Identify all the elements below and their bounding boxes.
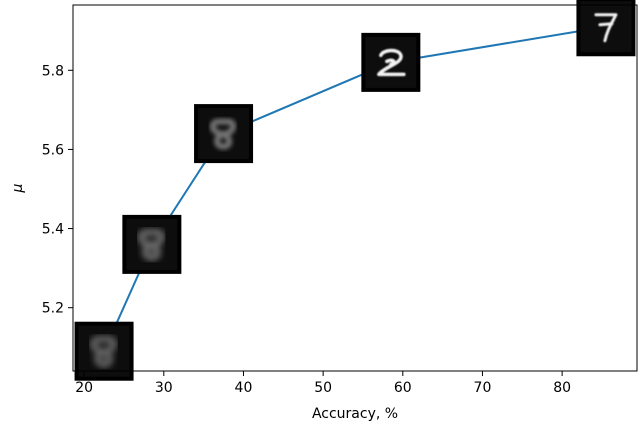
y-tick-label: 5.8 (42, 63, 64, 79)
data-layer (74, 0, 636, 381)
y-axis-label: μ (10, 183, 26, 193)
plot-frame (72, 4, 638, 372)
y-axis-ticks: 5.2 5.4 5.6 5.8 (42, 63, 73, 317)
y-tick-label: 5.4 (42, 222, 64, 238)
x-tick-label: 70 (474, 380, 492, 396)
x-tick-label: 20 (75, 380, 93, 396)
digit-thumbnail (194, 104, 254, 164)
digit-thumbnail (576, 0, 636, 57)
digit-thumbnail (122, 214, 182, 274)
y-tick-label: 5.2 (42, 301, 64, 317)
x-tick-label: 30 (155, 380, 173, 396)
plot-background (73, 5, 637, 371)
x-tick-label: 40 (235, 380, 253, 396)
x-axis-label: Accuracy, % (312, 406, 398, 422)
digit-thumbnail (361, 32, 421, 92)
plot-area (72, 0, 638, 381)
x-axis-ticks: 20 30 40 50 60 70 80 (75, 371, 571, 396)
digit-thumbnail (74, 321, 134, 381)
y-tick-label: 5.6 (42, 142, 64, 158)
x-tick-label: 50 (314, 380, 332, 396)
x-tick-label: 80 (553, 380, 571, 396)
x-tick-label: 60 (394, 380, 412, 396)
